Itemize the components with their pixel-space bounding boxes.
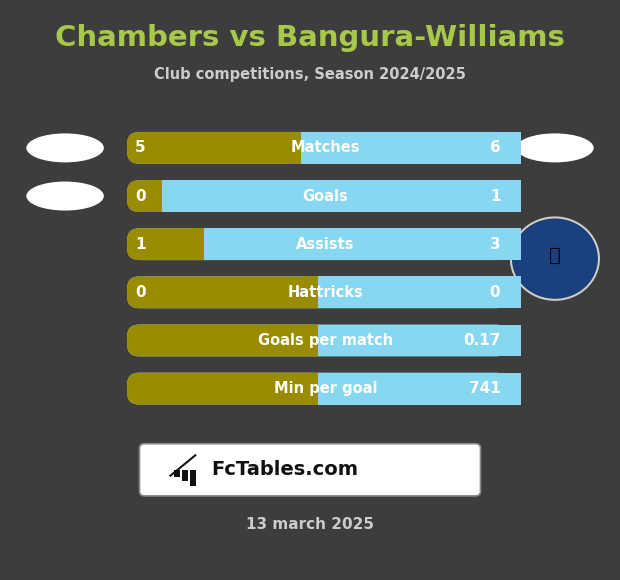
Bar [301,132,521,164]
FancyBboxPatch shape [127,228,216,260]
Text: Min per goal: Min per goal [273,381,377,396]
Text: Matches: Matches [291,140,360,155]
Text: 741: 741 [469,381,500,396]
Text: 0: 0 [135,188,146,204]
Circle shape [513,219,597,298]
Bar [288,132,314,164]
Text: 3: 3 [490,237,500,252]
Text: 1: 1 [135,237,146,252]
Ellipse shape [26,133,104,162]
Bar [182,470,188,481]
Text: 0: 0 [135,285,146,300]
FancyBboxPatch shape [127,373,330,405]
FancyBboxPatch shape [140,444,480,496]
FancyBboxPatch shape [127,373,508,405]
Text: 6: 6 [490,140,500,155]
Text: Hattricks: Hattricks [288,285,363,300]
FancyBboxPatch shape [127,180,508,212]
Bar [174,470,180,477]
Ellipse shape [26,182,104,211]
Bar [162,180,521,212]
Bar [191,228,216,260]
Bar [149,180,174,212]
Bar [305,277,331,309]
Circle shape [511,218,599,300]
FancyBboxPatch shape [127,277,330,309]
FancyBboxPatch shape [127,277,508,309]
Bar [190,470,196,486]
Text: Chambers vs Bangura-Williams: Chambers vs Bangura-Williams [55,24,565,52]
Text: 1: 1 [490,188,500,204]
Text: 5: 5 [135,140,146,155]
Bar [319,373,521,405]
Text: Assists: Assists [296,237,355,252]
FancyBboxPatch shape [127,180,174,212]
Bar [305,373,331,405]
Ellipse shape [516,133,594,162]
Bar [319,277,521,309]
Text: 0.17: 0.17 [463,333,500,348]
FancyBboxPatch shape [127,132,508,164]
FancyBboxPatch shape [127,325,508,356]
Bar [319,325,521,356]
Text: FcTables.com: FcTables.com [211,461,358,479]
Text: Goals per match: Goals per match [258,333,393,348]
Text: 🦁: 🦁 [549,246,560,265]
Bar [204,228,521,260]
Text: 13 march 2025: 13 march 2025 [246,517,374,532]
Text: 0: 0 [490,285,500,300]
Bar [305,325,331,356]
FancyBboxPatch shape [127,228,508,260]
Text: Club competitions, Season 2024/2025: Club competitions, Season 2024/2025 [154,67,466,82]
FancyBboxPatch shape [127,132,313,164]
FancyBboxPatch shape [127,325,330,356]
Text: Goals: Goals [303,188,348,204]
